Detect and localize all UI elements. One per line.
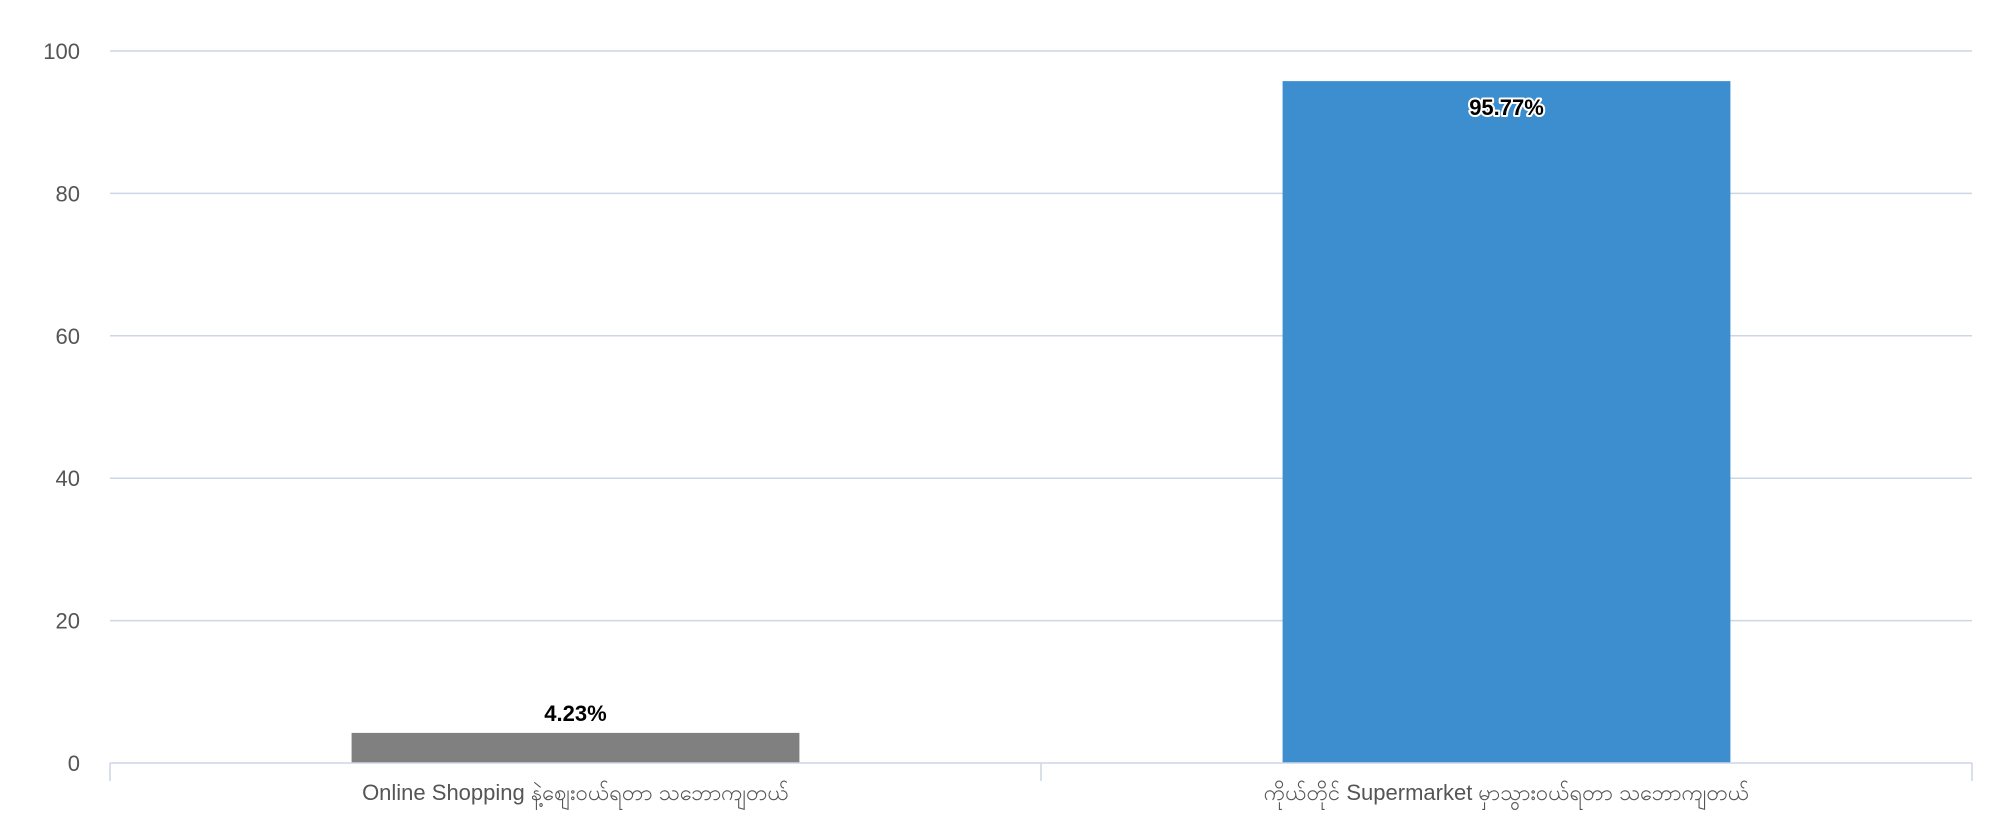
x-category-label: Online Shopping နဲ့စျေးဝယ်ရတာ သဘောကျတယ် — [362, 780, 789, 810]
y-tick-label: 60 — [56, 324, 80, 349]
y-tick-label: 0 — [68, 751, 80, 776]
x-category-label: ကိုယ်တိုင် Supermarket မှာသွားဝယ်ရတာ သဘေ… — [1264, 780, 1749, 811]
y-axis-tick-labels: 0 20 40 60 80 100 — [43, 39, 80, 776]
y-tick-label: 40 — [56, 466, 80, 491]
y-tick-label: 20 — [56, 609, 80, 634]
y-tick-label: 80 — [56, 181, 80, 206]
bars — [351, 81, 1731, 763]
bar — [351, 732, 800, 763]
data-label: 95.77% — [1469, 95, 1544, 120]
data-labels: 4.23% 95.77% — [542, 93, 1546, 728]
data-label: 4.23% — [544, 701, 606, 726]
bar — [1282, 81, 1731, 763]
y-tick-label: 100 — [43, 39, 80, 64]
x-axis: Online Shopping နဲ့စျေးဝယ်ရတာ သဘောကျတယ် က… — [109, 762, 1973, 811]
